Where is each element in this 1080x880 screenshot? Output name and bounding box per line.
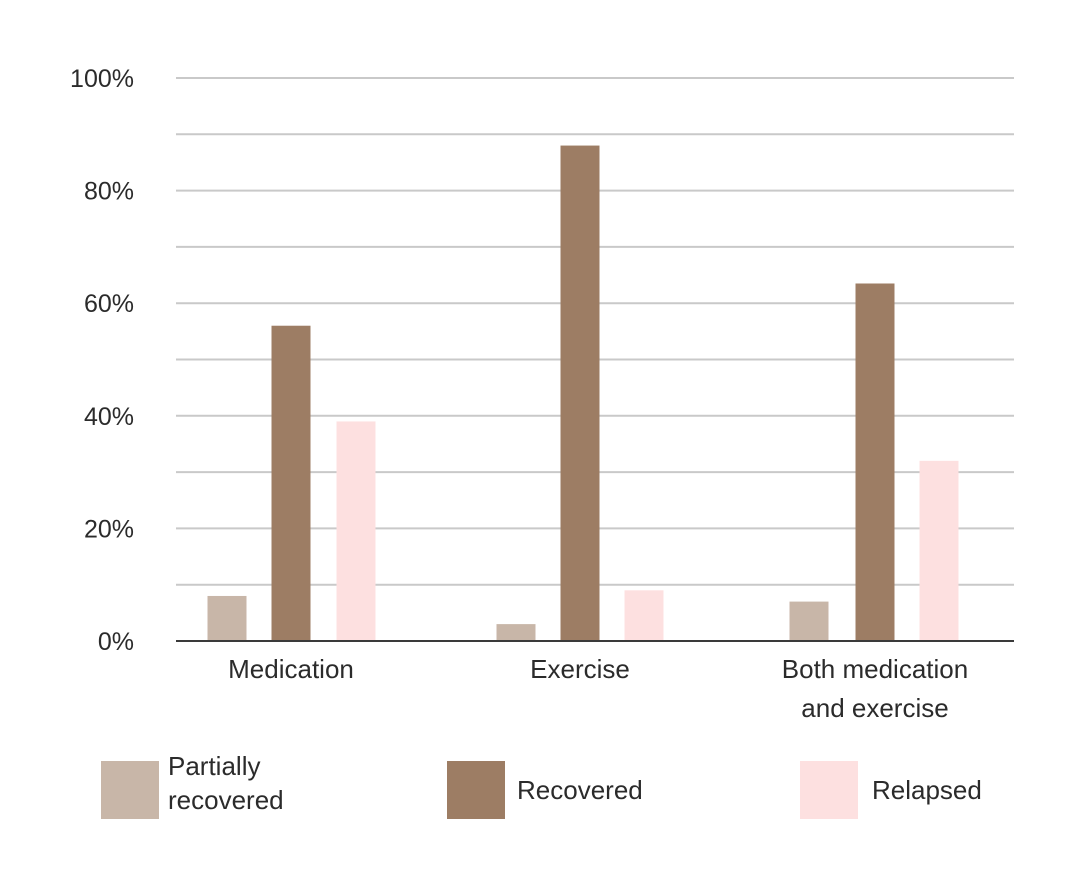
- x-tick-label: Medication: [228, 654, 354, 684]
- legend-swatch: [447, 761, 505, 819]
- y-tick-label: 40%: [84, 403, 134, 431]
- legend-swatch: [800, 761, 858, 819]
- legend-label: Relapsed: [872, 775, 982, 805]
- legend-label: Recovered: [517, 775, 643, 805]
- bar: [624, 590, 664, 641]
- bar: [336, 421, 376, 641]
- bar: [207, 595, 247, 641]
- bar: [271, 325, 311, 641]
- y-tick-label: 0%: [98, 628, 134, 656]
- bar: [789, 601, 829, 641]
- legend: Partially recovered Recovered Relapsed: [101, 751, 982, 819]
- bar: [560, 145, 600, 641]
- y-tick-label: 80%: [84, 178, 134, 206]
- legend-swatch: [101, 761, 159, 819]
- x-tick-label: Both medication: [782, 654, 968, 684]
- x-tick-label: Exercise: [530, 654, 630, 684]
- legend-label: Partially: [168, 751, 260, 781]
- bars: [207, 145, 959, 641]
- bar: [496, 624, 536, 641]
- y-tick-label: 20%: [84, 515, 134, 543]
- legend-label: recovered: [168, 785, 284, 815]
- y-tick-label: 60%: [84, 290, 134, 318]
- x-tick-label: and exercise: [801, 693, 948, 723]
- bar: [855, 283, 895, 641]
- y-axis: 0% 20% 40% 60% 80% 100%: [70, 65, 134, 656]
- bar: [919, 460, 959, 641]
- x-axis: Medication Exercise Both medication and exe…: [228, 654, 968, 723]
- y-tick-label: 100%: [70, 65, 134, 93]
